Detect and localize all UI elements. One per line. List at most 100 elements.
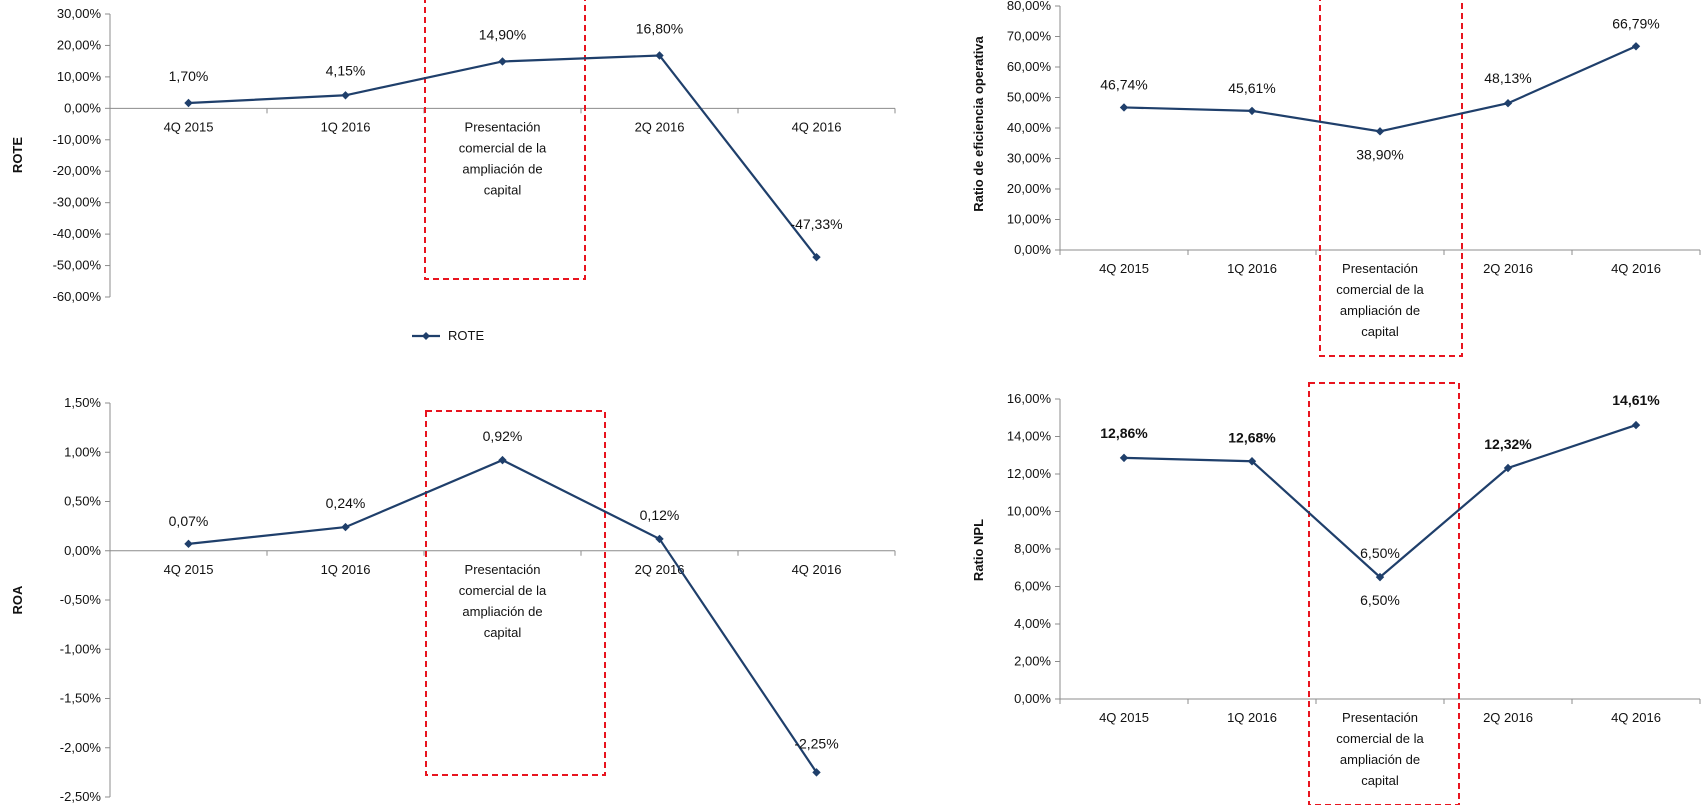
y-tick-label: 10,00% [1007, 212, 1052, 227]
x-category-label: 2Q 2016 [1483, 710, 1533, 725]
y-tick-label: 0,00% [1014, 691, 1051, 706]
x-category-label: 4Q 2016 [792, 562, 842, 577]
data-label: 6,50% [1360, 592, 1400, 608]
data-label: 45,61% [1228, 80, 1275, 96]
x-category-label: 2Q 2016 [635, 119, 685, 134]
y-tick-label: -30,00% [53, 195, 102, 210]
y-tick-label: 1,00% [64, 444, 101, 459]
y-axis-title: Ratio de eficiencia operativa [971, 35, 986, 211]
y-tick-label: -50,00% [53, 258, 102, 273]
y-tick-label: 70,00% [1007, 29, 1052, 44]
data-label: 0,07% [169, 513, 209, 529]
data-point [655, 51, 664, 60]
y-tick-label: 12,00% [1007, 466, 1052, 481]
x-category-label: Presentación comercial de la ampliación de… [459, 562, 547, 640]
data-label: 16,80% [636, 21, 683, 37]
data-point [1503, 463, 1513, 473]
y-tick-label: 80,00% [1007, 0, 1052, 13]
y-tick-label: 8,00% [1014, 541, 1051, 556]
y-tick-label: 1,50% [64, 395, 101, 410]
data-label: -2,25% [794, 735, 838, 751]
x-category-label: 4Q 2016 [1611, 261, 1661, 276]
data-point [1119, 103, 1129, 112]
highlight-dashed-box [1308, 382, 1460, 805]
data-point [655, 534, 664, 544]
data-label: 12,86% [1100, 425, 1148, 441]
y-tick-label: -60,00% [53, 289, 102, 304]
efficiency-ratio-chart: 80,00% 70,00% 60,00% 50,00% 40,00% 30,00% 20,0… [971, 0, 1701, 357]
y-tick-label: 60,00% [1007, 59, 1052, 74]
npl-ratio-chart: 16,00% 14,00% 12,00% 10,00% 8,00% 6,00% 4,00% 2… [971, 382, 1701, 805]
data-point [1247, 106, 1257, 116]
y-tick-label: 20,00% [1007, 181, 1052, 196]
data-label: -47,33% [790, 216, 842, 232]
y-tick-label: 30,00% [1007, 151, 1052, 166]
highlight-dashed-box [1319, 0, 1463, 357]
highlight-dashed-box [424, 0, 586, 280]
y-tick-label: 0,00% [64, 543, 101, 558]
y-tick-label: 0,00% [1014, 242, 1051, 257]
data-label: 12,68% [1228, 429, 1276, 445]
x-category-label: 1Q 2016 [1227, 261, 1277, 276]
x-category-label: 1Q 2016 [321, 119, 371, 134]
y-tick-label: 10,00% [57, 69, 102, 84]
y-tick-label: -1,00% [60, 641, 102, 656]
data-label-duplicate: 6,50% [1360, 545, 1400, 561]
y-tick-label: 0,50% [64, 494, 101, 509]
data-label: 14,61% [1612, 392, 1660, 408]
y-tick-label: 20,00% [57, 37, 102, 52]
data-point [1119, 453, 1129, 463]
series-line [188, 54, 818, 258]
roa-chart: 1,50% 1,00% 0,50% 0,00% -0,50% -1,00% -1,50% -2… [10, 395, 896, 804]
data-point [341, 522, 350, 532]
y-axis-title: ROTE [10, 137, 25, 173]
data-point [1631, 420, 1641, 430]
legend-marker [422, 332, 430, 340]
data-point [184, 98, 193, 108]
x-category-label: 1Q 2016 [1227, 710, 1277, 725]
x-category-label: 4Q 2015 [1099, 710, 1149, 725]
x-category-label: Presentación comercial de la ampliación de… [1336, 261, 1424, 339]
x-category-label: 4Q 2015 [164, 119, 214, 134]
y-axis-title: Ratio NPL [971, 519, 986, 581]
data-label: 0,92% [483, 428, 523, 444]
y-tick-label: 6,00% [1014, 579, 1051, 594]
data-point [1375, 127, 1385, 136]
x-category-label: 4Q 2015 [164, 562, 214, 577]
y-tick-label: -40,00% [53, 226, 102, 241]
y-tick-label: 50,00% [1007, 90, 1052, 105]
rote-chart: 30,00% 20,00% 10,00% 0,00% -10,00% -20,00% -30… [10, 0, 896, 343]
data-label: 1,70% [169, 68, 209, 84]
y-tick-label: -2,50% [60, 789, 102, 804]
x-category-label: 2Q 2016 [1483, 261, 1533, 276]
x-category-label: 4Q 2016 [1611, 710, 1661, 725]
data-point [1375, 572, 1385, 582]
data-label: 0,12% [640, 507, 680, 523]
x-category-label: 2Q 2016 [635, 562, 685, 577]
x-category-label: Presentación comercial de la ampliación de… [1336, 710, 1424, 788]
data-label: 46,74% [1100, 76, 1147, 92]
data-point [812, 252, 821, 262]
y-tick-label: 10,00% [1007, 504, 1052, 519]
y-axis-title: ROA [10, 585, 25, 615]
data-label: 38,90% [1356, 146, 1403, 162]
data-label: 48,13% [1484, 70, 1531, 86]
y-tick-label: -2,00% [60, 740, 102, 755]
data-label: 66,79% [1612, 15, 1659, 31]
y-tick-label: 16,00% [1007, 391, 1052, 406]
data-point [498, 455, 507, 465]
y-tick-label: 2,00% [1014, 654, 1051, 669]
y-tick-label: 40,00% [1007, 120, 1052, 135]
data-point [1631, 42, 1641, 51]
data-point [812, 768, 821, 777]
data-point [498, 57, 507, 66]
data-point [341, 91, 350, 100]
data-point [1247, 457, 1257, 466]
data-label: 14,90% [479, 26, 526, 42]
y-tick-label: -1,50% [60, 691, 102, 706]
data-point [1503, 99, 1513, 108]
legend-label: ROTE [448, 328, 484, 343]
x-category-label: 1Q 2016 [321, 562, 371, 577]
x-category-label: Presentación comercial de la ampliación de… [459, 119, 547, 197]
